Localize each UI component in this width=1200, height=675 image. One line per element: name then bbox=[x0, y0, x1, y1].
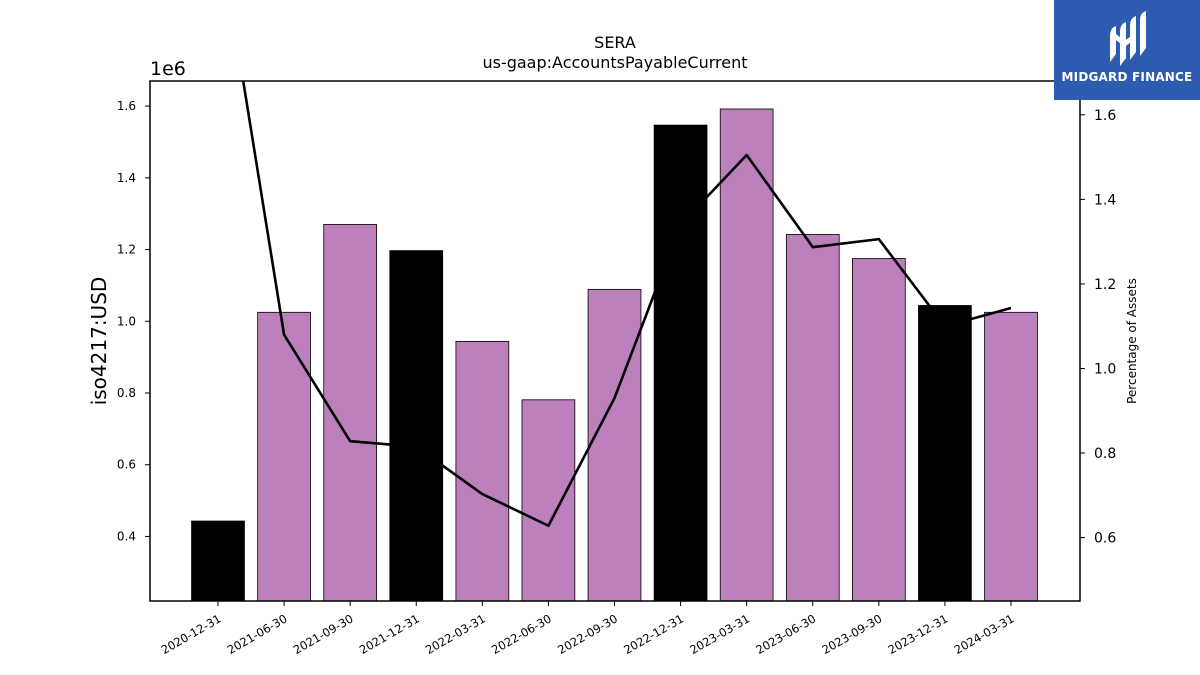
bar-2021-06-30 bbox=[257, 311, 311, 602]
y-tick-label: 0.6 bbox=[117, 458, 136, 472]
x-tick-label: 2024-03-31 bbox=[952, 611, 1017, 657]
y2-axis-ticks: 0.6 0.8 1.0 1.2 1.4 1.6 bbox=[1080, 108, 1116, 547]
y-tick-label: 0.8 bbox=[117, 386, 136, 400]
bar-2022-03-31 bbox=[455, 340, 510, 602]
y2-tick-label: 1.2 bbox=[1094, 277, 1116, 293]
y2-tick-label: 0.6 bbox=[1094, 531, 1116, 547]
y-axis-offset-label: 1e6 bbox=[150, 58, 186, 80]
y2-axis-label: Percentage of Assets bbox=[1125, 278, 1139, 404]
x-tick-label: 2023-12-31 bbox=[886, 611, 951, 657]
y-tick-label: 1.4 bbox=[117, 171, 136, 185]
x-tick-label: 2022-12-31 bbox=[621, 611, 686, 657]
x-tick-label: 2023-03-31 bbox=[687, 611, 752, 657]
bar-2020-12-31 bbox=[191, 520, 245, 602]
y2-tick-label: 1.0 bbox=[1094, 361, 1116, 377]
bar-2024-03-31 bbox=[984, 311, 1038, 602]
x-tick-label: 2021-09-30 bbox=[291, 611, 356, 657]
bar-2021-12-31 bbox=[389, 250, 444, 602]
y-axis-label: iso4217:USD bbox=[87, 277, 111, 406]
x-tick-label: 2023-09-30 bbox=[819, 611, 884, 657]
y-tick-label: 1.6 bbox=[117, 99, 136, 113]
chart-subtitle: us-gaap:AccountsPayableCurrent bbox=[482, 53, 747, 72]
midgard-logo-icon bbox=[1110, 11, 1146, 66]
logo-text: MIDGARD FINANCE bbox=[1061, 70, 1193, 84]
bar-2022-06-30 bbox=[521, 399, 576, 602]
x-tick-label: 2022-09-30 bbox=[555, 611, 620, 657]
bars-layer bbox=[191, 108, 1038, 602]
percentage-of-assets-line bbox=[241, 81, 1012, 528]
x-tick-label: 2022-06-30 bbox=[489, 611, 554, 657]
bar-2023-12-31 bbox=[918, 305, 972, 602]
chart-title: SERA bbox=[594, 33, 636, 52]
x-tick-label: 2021-12-31 bbox=[357, 611, 422, 657]
y2-tick-label: 1.4 bbox=[1094, 192, 1116, 208]
y2-tick-label: 1.6 bbox=[1094, 108, 1116, 124]
bar-2023-03-31 bbox=[719, 108, 774, 602]
midgard-finance-logo: MIDGARD FINANCE bbox=[1054, 0, 1200, 100]
y-tick-label: 0.4 bbox=[117, 529, 136, 543]
y-tick-label: 1.2 bbox=[117, 243, 136, 257]
line-layer bbox=[241, 81, 1012, 528]
bar-2022-09-30 bbox=[587, 288, 642, 602]
bar-2023-09-30 bbox=[852, 258, 906, 602]
bar-2022-12-31 bbox=[653, 124, 708, 602]
y-axis-ticks: 0.4 0.6 0.8 1.0 1.2 1.4 1.6 bbox=[117, 99, 150, 543]
x-axis-ticks: 2020-12-31 2021-06-30 2021-09-30 2021-12-31… bbox=[159, 601, 1017, 657]
x-tick-label: 2022-03-31 bbox=[423, 611, 488, 657]
y-tick-label: 1.0 bbox=[117, 314, 136, 328]
x-tick-label: 2021-06-30 bbox=[225, 611, 290, 657]
bar-2023-06-30 bbox=[785, 234, 840, 602]
plot-frame bbox=[149, 80, 1081, 602]
x-tick-label: 2020-12-31 bbox=[159, 611, 224, 657]
y2-tick-label: 0.8 bbox=[1094, 446, 1116, 462]
x-tick-label: 2023-06-30 bbox=[753, 611, 818, 657]
